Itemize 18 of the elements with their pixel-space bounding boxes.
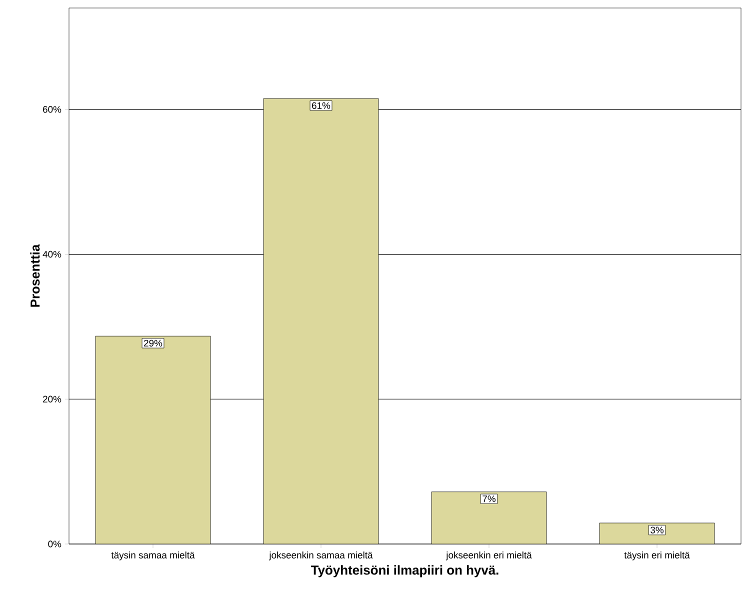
y-axis-title: Prosenttia	[30, 244, 40, 307]
y-tick-label: 60%	[43, 106, 62, 113]
y-tick-label: 0%	[48, 540, 62, 548]
x-tick-label: jokseenkin eri mieltä	[446, 552, 532, 560]
bar	[95, 336, 211, 544]
x-tick-label: jokseenkin samaa mieltä	[268, 552, 373, 560]
data-label: 61%	[312, 102, 330, 109]
x-tick-label: täysin eri mieltä	[624, 552, 690, 560]
y-tick-label: 40%	[42, 250, 62, 258]
bar	[263, 98, 379, 544]
x-tick-label: täysin samaa mieltä	[111, 552, 195, 560]
bar	[431, 492, 547, 544]
x-axis-title: Työyhteisöni ilmapiiri on hyvä.	[310, 565, 498, 578]
bar	[599, 522, 715, 544]
data-label: 3%	[650, 526, 664, 534]
y-tick-label: 20%	[43, 396, 62, 402]
data-label: 29%	[144, 340, 162, 347]
data-label: 7%	[482, 496, 496, 502]
